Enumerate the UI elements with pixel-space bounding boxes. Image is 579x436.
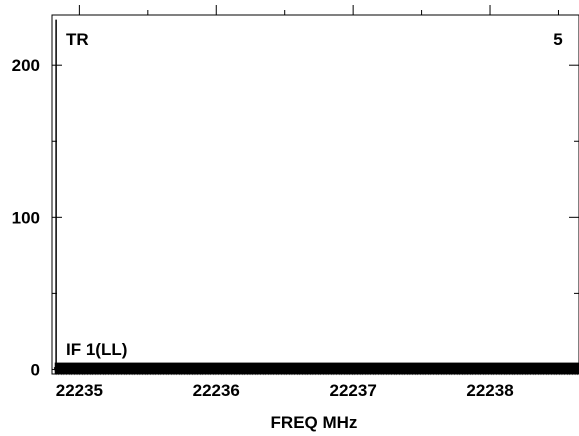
x-axis-ticks: 22235 22236 22237 22238 (56, 5, 559, 400)
x-tick-label: 22235 (56, 381, 103, 400)
plot-frame (51, 14, 579, 375)
x-tick-label: 22238 (466, 381, 513, 400)
series-layer (53, 19, 579, 376)
y-tick-label: 0 (31, 360, 40, 379)
x-axis-title: FREQ MHz (271, 413, 358, 432)
x-tick-label: 22237 (330, 381, 377, 400)
y-axis-ticks: 0 100 200 (12, 56, 579, 379)
y-tick-label: 200 (12, 56, 40, 75)
y-tick-label: 100 (12, 208, 40, 227)
corner-label-top-left: TR (66, 30, 89, 49)
x-tick-label: 22236 (193, 381, 240, 400)
series-label: IF 1(LL) (66, 340, 127, 359)
corner-label-top-right: 5 (553, 30, 562, 49)
series-baseline-noise (53, 363, 579, 376)
series-line (53, 19, 579, 376)
